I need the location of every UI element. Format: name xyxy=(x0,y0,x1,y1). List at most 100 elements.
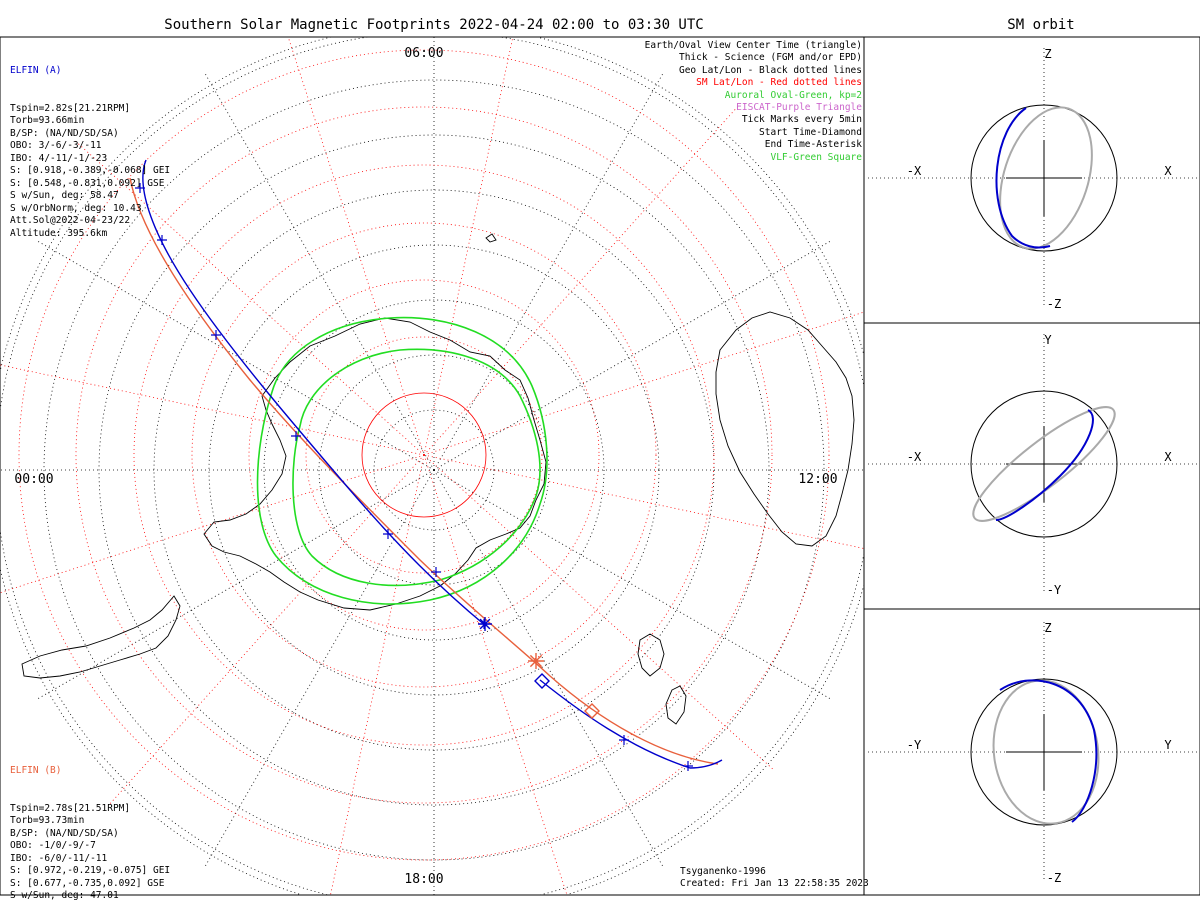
elfin-b-info-line: Tspin=2.78s[21.51RPM] xyxy=(10,802,131,814)
orbit-blue xyxy=(995,107,1051,249)
axis-label-top: Z xyxy=(1044,47,1051,61)
axis-label-left: -Y xyxy=(907,738,922,752)
tick-mark xyxy=(683,761,693,771)
sm-latlon-grid xyxy=(0,37,864,895)
tick-mark xyxy=(291,431,301,441)
elfin-a-info-line: IBO: 4/-11/-1/-23 xyxy=(10,152,108,164)
sm-lon-line xyxy=(0,364,425,456)
sm-lat-circle xyxy=(133,164,715,746)
elfin-a-info-line: S: [0.918,-0.389,-0.068] GEI xyxy=(10,165,171,176)
earth-circle xyxy=(970,104,1118,252)
tick-mark xyxy=(431,567,441,577)
legend-item: Start Time-Diamond xyxy=(759,126,862,138)
auroral-oval-inner xyxy=(292,348,541,587)
sm-lon-line xyxy=(423,454,568,895)
legend-item: SM Lat/Lon - Red dotted lines xyxy=(696,77,862,89)
model-note: Tsyganenko-1996 xyxy=(680,866,766,877)
start-diamond xyxy=(584,703,600,719)
elfin-a-info: ELFIN (A) Tspin=2.82s[21.21RPM] Torb=93.6… xyxy=(10,40,170,239)
geo-lat-circle xyxy=(318,354,550,586)
axis-label-bottom: -Y xyxy=(1047,583,1062,597)
footprint-tracks xyxy=(129,159,723,771)
created-note: Created: Fri Jan 13 22:58:35 2023 xyxy=(680,878,869,889)
elfin-b-info: ELFIN (B) Tspin=2.78s[21.51RPM] Torb=93.7… xyxy=(10,740,170,900)
earth-circle xyxy=(970,390,1118,538)
geo-lon-line xyxy=(35,469,435,701)
orbit-panel: -Y Y Z -Z xyxy=(868,621,1198,885)
new-zealand-coast xyxy=(665,685,687,725)
elfin-b-name: ELFIN (B) xyxy=(10,765,62,776)
sm-orbit-panels: -X X Z -Z -X X Y -Y -Y Y Z -Z xyxy=(868,47,1198,885)
axis-label-right: Y xyxy=(1164,738,1172,752)
elfin-b-info-line: OBO: -1/0/-9/-7 xyxy=(10,840,96,851)
elfin-a-info-line: Torb=93.66min xyxy=(10,115,85,126)
sm-lon-line xyxy=(330,454,425,895)
tick-mark xyxy=(135,183,145,193)
geo-lon-line xyxy=(433,71,665,471)
geo-lon-line xyxy=(203,469,435,869)
earth-circle xyxy=(970,678,1118,826)
legend-item: Tick Marks every 5min xyxy=(741,114,862,126)
sm-lon-line xyxy=(287,37,425,456)
elfin-b-info-line: IBO: -6/0/-11/-11 xyxy=(10,852,108,864)
elfin-a-info-line: OBO: 3/-6/-3/-11 xyxy=(10,140,102,151)
elfin-b-info-line: S: [0.677,-0.735,0.092] GSE xyxy=(10,877,165,889)
elfin-a-name: ELFIN (A) xyxy=(10,65,62,76)
end-asterisk xyxy=(478,617,492,631)
geo-lon-line xyxy=(433,239,833,471)
elfin-a-info-line: Altitude: 395.6km xyxy=(10,227,108,239)
tick-mark xyxy=(619,735,629,745)
axis-label-bottom: -Z xyxy=(1047,871,1061,885)
legend-item: Earth/Oval View Center Time (triangle) xyxy=(644,40,862,51)
elfin-a-track xyxy=(142,159,487,627)
legend: Earth/Oval View Center Time (triangle) Th… xyxy=(645,40,862,164)
elfin-b-info-line: S w/Sun, deg: 47.01 xyxy=(10,890,119,900)
geo-lon-line xyxy=(35,239,435,471)
orbit-gray xyxy=(972,406,1116,522)
elfin-a-info-line: S w/Sun, deg: 58.47 xyxy=(10,190,119,201)
geo-lon-line xyxy=(203,71,435,471)
orbit-panel: -X X Z -Z xyxy=(868,47,1198,311)
axis-label-right: X xyxy=(1164,164,1172,178)
orbit-blue xyxy=(995,409,1094,521)
sm-lat-circle xyxy=(361,392,487,518)
elfin-a-track-2 xyxy=(539,679,723,769)
sm-lon-line xyxy=(423,37,514,456)
orbit-panel: -X X Y -Y xyxy=(868,333,1198,597)
orbit-blue xyxy=(999,679,1098,823)
geo-lat-circle xyxy=(98,134,770,806)
sm-lon-line xyxy=(423,311,864,456)
geo-lon-line xyxy=(433,469,665,869)
geo-lat-circle xyxy=(43,79,825,861)
elfin-a-info-line: B/SP: (NA/ND/SD/SA) xyxy=(10,127,119,139)
elfin-b-track xyxy=(129,177,719,765)
elfin-a-info-line: Att.Sol@2022-04-23/22 xyxy=(10,215,131,226)
orbit-frame xyxy=(863,36,1200,896)
new-zealand-coast xyxy=(637,633,665,677)
legend-item: Auroral Oval-Green, kp=2 xyxy=(724,89,862,101)
geo-lat-circle xyxy=(263,299,605,641)
elfin-a-info-line: S w/OrbNorm, deg: 10.43 xyxy=(10,202,142,214)
south-america-coast xyxy=(21,595,181,679)
legend-item: End Time-Asterisk xyxy=(764,139,862,151)
mlt-label-right: 12:00 xyxy=(798,472,837,487)
axis-label-top: Y xyxy=(1044,333,1052,347)
elfin-b-info-line: B/SP: (NA/ND/SD/SA) xyxy=(10,827,119,839)
axis-label-right: X xyxy=(1164,450,1172,464)
elfin-a-info-line: S: [0.548,-0.831,0.092] GSE xyxy=(10,177,165,189)
elfin-b-info-line: Torb=93.73min xyxy=(10,815,85,826)
sm-lat-circle xyxy=(75,106,773,804)
antarctica-coast xyxy=(203,317,547,611)
orbit-title: SM orbit xyxy=(1007,17,1074,33)
auroral-oval xyxy=(256,316,548,605)
sm-lat-circle xyxy=(191,222,657,688)
axis-label-left: -X xyxy=(907,164,922,178)
orbit-gray xyxy=(999,106,1093,250)
geo-lon-line xyxy=(433,469,833,701)
sm-lat-circle xyxy=(18,49,830,861)
sm-lon-line xyxy=(0,454,425,594)
axis-label-left: -X xyxy=(907,450,922,464)
legend-item: VLF-Green Square xyxy=(770,151,862,163)
